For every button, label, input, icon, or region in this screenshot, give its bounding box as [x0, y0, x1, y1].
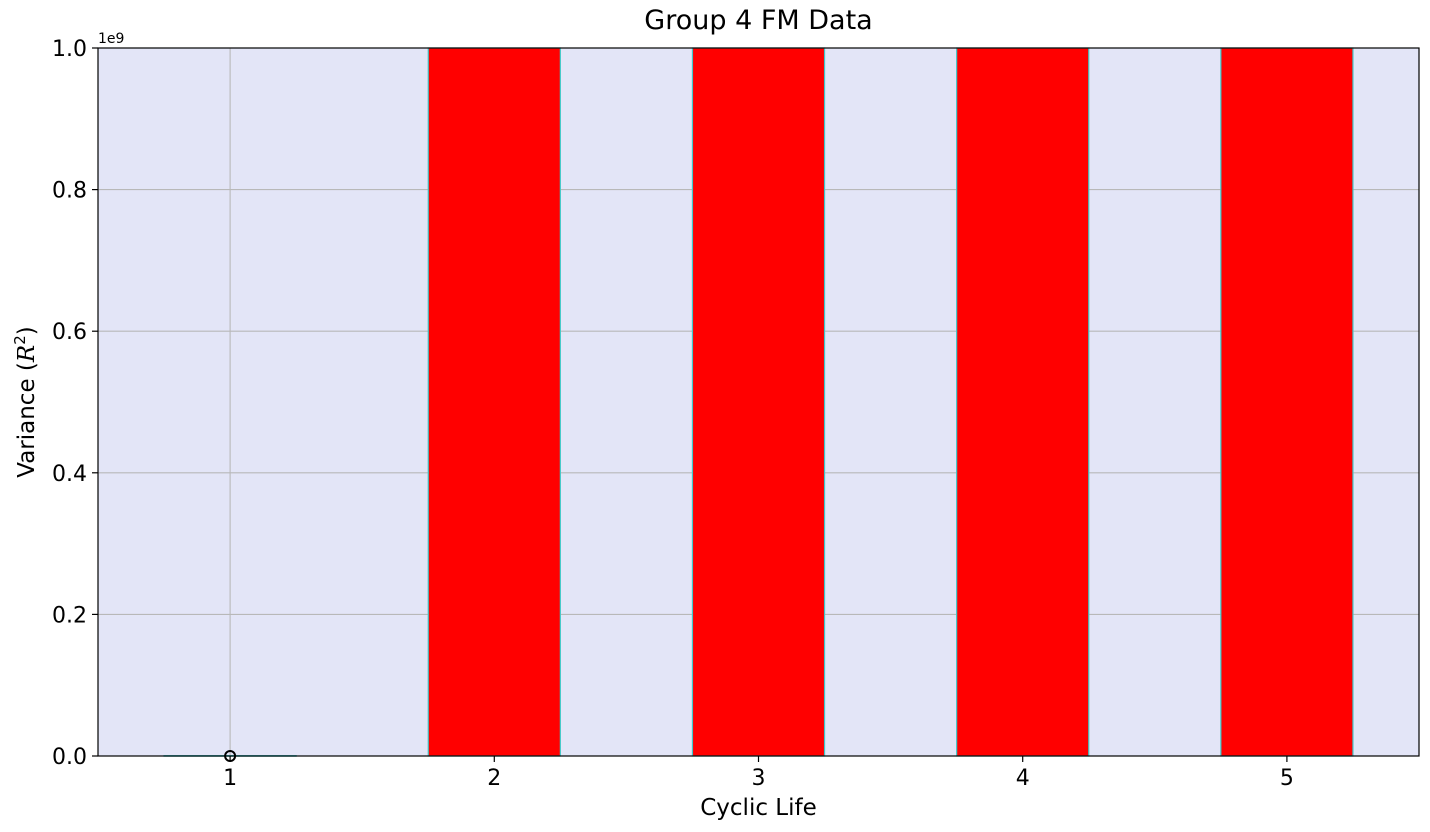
box-5: [1220, 47, 1354, 757]
box-2: [427, 47, 561, 757]
box-4: [956, 47, 1090, 757]
y-axis-label-prefix: Variance (: [14, 362, 40, 478]
y-tick-label: 0.0: [52, 745, 87, 770]
box-3: [691, 47, 826, 757]
x-tick-label: 1: [223, 766, 237, 791]
boxes: [163, 47, 1354, 762]
y-tick-label: 0.6: [52, 320, 87, 345]
y-axis-label-suffix: ): [14, 326, 40, 335]
chart-title: Group 4 FM Data: [644, 5, 872, 36]
y-tick-label: 0.4: [52, 462, 87, 487]
y-axis-label: Variance (R2): [11, 326, 40, 478]
y-axis-offset-label: 1e9: [98, 31, 124, 47]
x-axis-label: Cyclic Life: [700, 795, 817, 821]
axis-ticks: 0.0 0.2 0.4 0.6 0.8 1.0 1 2 3 4 5: [52, 37, 1294, 791]
x-tick-label: 2: [487, 766, 501, 791]
y-tick-label: 1.0: [52, 37, 87, 62]
y-tick-label: 0.2: [52, 603, 87, 628]
y-axis-label-math: R: [14, 345, 40, 363]
x-tick-label: 4: [1016, 766, 1030, 791]
y-axis-label-exponent: 2: [11, 335, 29, 345]
y-tick-label: 0.8: [52, 179, 87, 204]
x-tick-label: 5: [1280, 766, 1294, 791]
x-tick-label: 3: [752, 766, 766, 791]
